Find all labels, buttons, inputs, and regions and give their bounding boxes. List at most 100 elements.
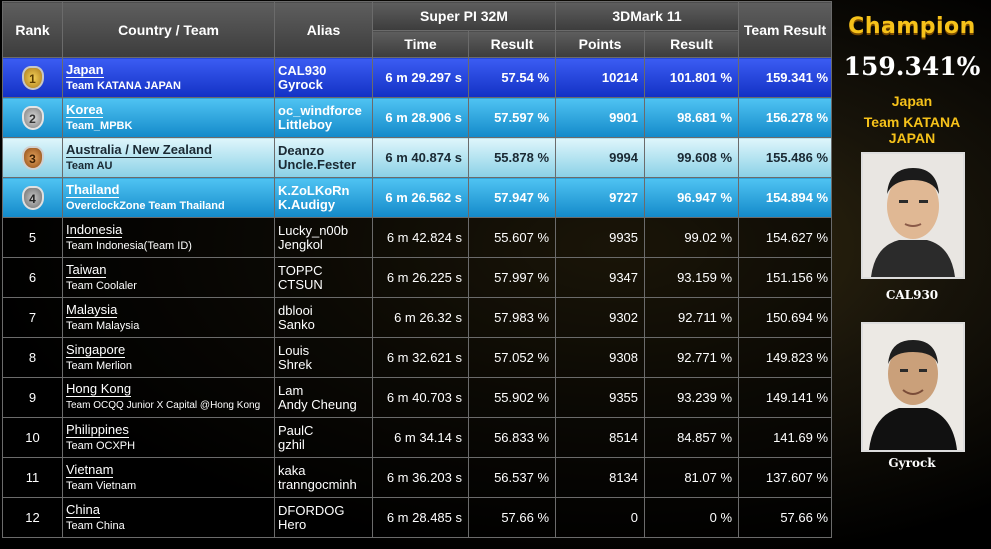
mark-result-cell: 93.239 % bbox=[644, 377, 740, 418]
fourth-medal-icon: 4 bbox=[21, 185, 44, 210]
champion-score: 159.341% bbox=[843, 52, 981, 81]
alias-2: gzhil bbox=[278, 436, 305, 452]
rank-cell: 12 bbox=[2, 497, 63, 538]
header-3dmark: 3DMark 11 bbox=[555, 1, 740, 31]
table-row: 6 Taiwan Team Coolaler TOPPC CTSUN 6 m 26.… bbox=[2, 257, 833, 298]
points-cell: 10214 bbox=[555, 57, 646, 98]
country-name: Vietnam bbox=[66, 461, 114, 478]
country-cell: Hong Kong Team OCQQ Junior X Capital @Hon… bbox=[62, 377, 275, 418]
mark-result-cell: 92.711 % bbox=[644, 297, 740, 338]
team-result-cell: 141.69 % bbox=[738, 417, 833, 458]
mark-result-cell: 99.02 % bbox=[644, 217, 740, 258]
time-cell: 6 m 32.621 s bbox=[372, 337, 469, 378]
pi-result-cell: 57.052 % bbox=[467, 337, 557, 378]
rank-cell: 8 bbox=[2, 337, 63, 378]
team-result-cell: 154.894 % bbox=[738, 177, 833, 218]
team-result-cell: 149.141 % bbox=[738, 377, 833, 418]
country-cell: Japan Team KATANA JAPAN bbox=[62, 57, 275, 98]
points-cell: 8514 bbox=[555, 417, 646, 458]
alias-2: Hero bbox=[278, 516, 307, 532]
alias-1: CAL930 bbox=[278, 62, 327, 78]
alias-cell: dblooi Sanko bbox=[274, 297, 373, 338]
time-cell: 6 m 26.225 s bbox=[372, 257, 469, 298]
alias-1: kaka bbox=[278, 462, 306, 478]
alias-cell: Deanzo Uncle.Fester bbox=[274, 137, 373, 178]
points-cell: 9935 bbox=[555, 217, 646, 258]
team-result-cell: 150.694 % bbox=[738, 297, 833, 338]
champion-panel: Champion 159.341% Japan Team KATANA JAPA… bbox=[833, 0, 991, 549]
table-row: 4 Thailand OverclockZone Team Thailand K.… bbox=[2, 177, 833, 218]
rank-cell: 5 bbox=[2, 217, 63, 258]
alias-1: K.ZoLKoRn bbox=[278, 182, 350, 198]
alias-1: Louis bbox=[278, 342, 310, 358]
points-cell: 8134 bbox=[555, 457, 646, 498]
country-name: Malaysia bbox=[66, 301, 118, 318]
team-name: Team OCQQ Junior X Capital @Hong Kong bbox=[66, 400, 261, 411]
pi-result-cell: 55.878 % bbox=[467, 137, 557, 178]
pi-result-cell: 57.597 % bbox=[467, 97, 557, 138]
table-row: 3 Australia / New Zealand Team AU Deanzo U… bbox=[2, 137, 833, 178]
time-cell: 6 m 40.874 s bbox=[372, 137, 469, 178]
country-cell: Thailand OverclockZone Team Thailand bbox=[62, 177, 275, 218]
header-superpi: Super PI 32M bbox=[371, 1, 557, 31]
header-rank: Rank bbox=[2, 1, 63, 58]
team-name: Team_MPBK bbox=[66, 119, 133, 132]
time-cell: 6 m 26.32 s bbox=[372, 297, 469, 338]
header-team-result: Team Result bbox=[738, 1, 833, 58]
points-cell: 9302 bbox=[555, 297, 646, 338]
alias-2: Gyrock bbox=[278, 76, 323, 92]
alias-cell: CAL930 Gyrock bbox=[274, 57, 373, 98]
country-name: Korea bbox=[66, 101, 103, 118]
rank-cell: 1 bbox=[2, 57, 63, 98]
rank-cell: 3 bbox=[2, 137, 63, 178]
team-result-cell: 57.66 % bbox=[738, 497, 833, 538]
country-name: Thailand bbox=[66, 181, 120, 198]
rank-cell: 9 bbox=[2, 377, 63, 418]
points-cell: 9355 bbox=[555, 377, 646, 418]
team-name: Team Malaysia bbox=[66, 319, 140, 332]
team-result-cell: 159.341 % bbox=[738, 57, 833, 98]
alias-1: oc_windforce bbox=[278, 102, 362, 118]
mark-result-cell: 96.947 % bbox=[644, 177, 740, 218]
team-name: OverclockZone Team Thailand bbox=[66, 199, 225, 212]
country-cell: Taiwan Team Coolaler bbox=[62, 257, 275, 298]
rank-cell: 11 bbox=[2, 457, 63, 498]
time-cell: 6 m 26.562 s bbox=[372, 177, 469, 218]
alias-cell: oc_windforce Littleboy bbox=[274, 97, 373, 138]
country-cell: Indonesia Team Indonesia(Team ID) bbox=[62, 217, 275, 258]
pi-result-cell: 57.66 % bbox=[467, 497, 557, 538]
gold-medal-icon: 1 bbox=[21, 65, 44, 90]
pi-result-cell: 56.537 % bbox=[467, 457, 557, 498]
rank-cell: 6 bbox=[2, 257, 63, 298]
country-name: Australia / New Zealand bbox=[66, 141, 212, 158]
champion-country: Japan bbox=[891, 93, 933, 109]
member-name-2: Gyrock bbox=[888, 456, 936, 470]
country-cell: Singapore Team Merlion bbox=[62, 337, 275, 378]
header-points: Points bbox=[555, 30, 646, 58]
country-cell: Philippines Team OCXPH bbox=[62, 417, 275, 458]
header-alias: Alias bbox=[274, 1, 373, 58]
country-cell: Vietnam Team Vietnam bbox=[62, 457, 275, 498]
team-name: Team OCXPH bbox=[66, 439, 136, 452]
header-pi-result: Result bbox=[467, 30, 557, 58]
pi-result-cell: 57.997 % bbox=[467, 257, 557, 298]
table-row: 8 Singapore Team Merlion Louis Shrek 6 m 3… bbox=[2, 337, 833, 378]
team-result-cell: 149.823 % bbox=[738, 337, 833, 378]
points-cell: 9727 bbox=[555, 177, 646, 218]
team-name: Team China bbox=[66, 519, 125, 532]
points-cell: 9994 bbox=[555, 137, 646, 178]
team-result-cell: 151.156 % bbox=[738, 257, 833, 298]
country-name: Singapore bbox=[66, 341, 126, 358]
alias-1: dblooi bbox=[278, 302, 313, 318]
pi-result-cell: 55.902 % bbox=[467, 377, 557, 418]
team-result-cell: 155.486 % bbox=[738, 137, 833, 178]
time-cell: 6 m 40.703 s bbox=[372, 377, 469, 418]
mark-result-cell: 99.608 % bbox=[644, 137, 740, 178]
bronze-medal-icon: 3 bbox=[21, 145, 44, 170]
team-result-cell: 154.627 % bbox=[738, 217, 833, 258]
time-cell: 6 m 34.14 s bbox=[372, 417, 469, 458]
points-cell: 9347 bbox=[555, 257, 646, 298]
table-row: 7 Malaysia Team Malaysia dblooi Sanko 6 m … bbox=[2, 297, 833, 338]
rank-cell: 4 bbox=[2, 177, 63, 218]
alias-1: TOPPC bbox=[278, 262, 323, 278]
